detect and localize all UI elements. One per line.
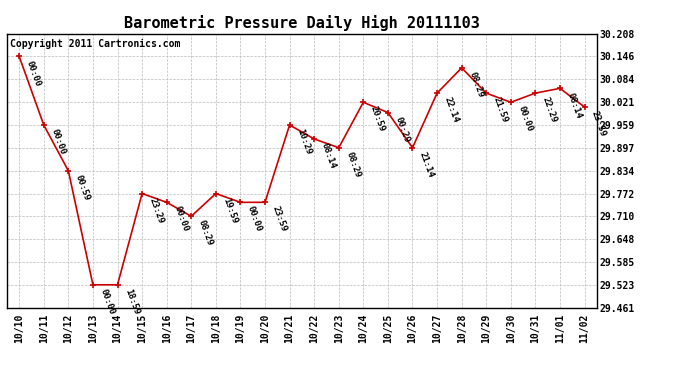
Text: 08:29: 08:29 [467,70,485,99]
Text: 00:00: 00:00 [99,288,116,316]
Text: 00:00: 00:00 [516,105,534,134]
Text: 00:00: 00:00 [172,205,190,233]
Text: 08:14: 08:14 [319,142,337,170]
Text: 00:00: 00:00 [246,205,264,233]
Text: 23:29: 23:29 [148,196,166,225]
Text: 18:59: 18:59 [123,288,141,316]
Text: 22:14: 22:14 [442,96,460,124]
Text: 00:29: 00:29 [393,116,411,144]
Text: 21:59: 21:59 [492,96,509,124]
Text: 23:59: 23:59 [590,110,608,138]
Text: 00:00: 00:00 [25,59,42,88]
Text: 08:14: 08:14 [566,91,583,120]
Title: Barometric Pressure Daily High 20111103: Barometric Pressure Daily High 20111103 [124,15,480,31]
Text: Copyright 2011 Cartronics.com: Copyright 2011 Cartronics.com [10,39,180,49]
Text: 20:59: 20:59 [369,105,386,134]
Text: 19:59: 19:59 [221,196,239,225]
Text: 21:14: 21:14 [418,150,435,179]
Text: 22:29: 22:29 [541,96,559,124]
Text: 10:29: 10:29 [295,128,313,156]
Text: 23:59: 23:59 [270,205,288,233]
Text: 08:29: 08:29 [344,150,362,179]
Text: 00:59: 00:59 [74,174,92,202]
Text: 00:00: 00:00 [49,128,67,156]
Text: 08:29: 08:29 [197,219,215,248]
